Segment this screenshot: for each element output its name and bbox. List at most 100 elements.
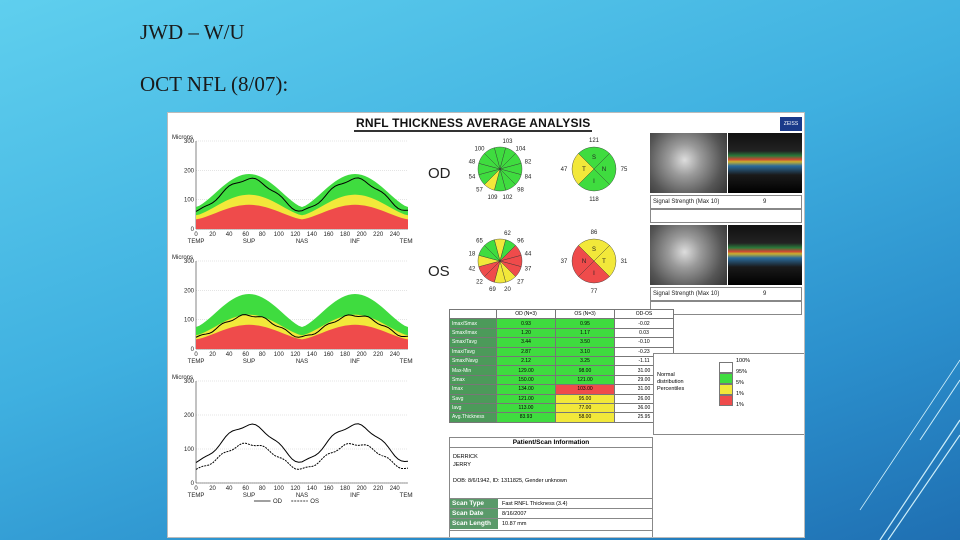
stats-row: Savg 121.00 95.00 26.00 bbox=[449, 393, 674, 404]
quadrant-label: N bbox=[582, 259, 586, 265]
x-region-label: TEMP bbox=[400, 493, 413, 499]
x-tick-label: 0 bbox=[194, 352, 198, 358]
legend-percent: 1% bbox=[736, 391, 744, 397]
quadrant-sector bbox=[593, 153, 617, 185]
quadrant-label: I bbox=[593, 179, 595, 185]
stats-cell: -0.10 bbox=[614, 337, 674, 348]
quadrant-right-value: 31 bbox=[621, 259, 628, 265]
x-tick-label: 180 bbox=[340, 232, 351, 238]
eye-label-od: OD bbox=[428, 165, 451, 182]
x-tick-label: 240 bbox=[390, 352, 401, 358]
y-axis-label: Microns bbox=[172, 135, 193, 141]
info-header: Patient/Scan Information bbox=[450, 438, 652, 448]
clock-value: 98 bbox=[517, 188, 524, 194]
stats-cell: Smax bbox=[449, 374, 497, 386]
y-axis-label: Microns bbox=[172, 375, 193, 381]
quadrant-right-value: 75 bbox=[621, 167, 628, 173]
quadrant-bottom-value: 77 bbox=[591, 289, 598, 295]
stats-header-cell: OS (N=3) bbox=[555, 308, 615, 320]
x-tick-label: 60 bbox=[242, 232, 249, 238]
stats-cell: Smax/Imax bbox=[449, 327, 497, 339]
stats-cell: 103.00 bbox=[555, 384, 615, 395]
patient-name-1: DERRICK bbox=[453, 454, 478, 460]
quadrant-sector bbox=[578, 260, 610, 284]
info-key: Scan Length bbox=[450, 519, 498, 529]
stats-row: Imax/Smax 0.93 0.95 -0.02 bbox=[449, 318, 674, 329]
x-tick-label: 200 bbox=[357, 486, 368, 492]
clock-value: 84 bbox=[525, 175, 532, 181]
report-title: RNFL THICKNESS AVERAGE ANALYSIS bbox=[354, 116, 593, 132]
stats-table: OD (N=3) OS (N=3) OD-OS Imax/Smax 0.93 0.95-… bbox=[449, 308, 674, 423]
stats-cell: 3.10 bbox=[555, 346, 615, 357]
clock-value: 27 bbox=[517, 280, 524, 286]
stats-cell: Imax bbox=[449, 384, 497, 395]
x-tick-label: 180 bbox=[340, 352, 351, 358]
clock-value: 22 bbox=[476, 280, 483, 286]
x-region-label: SUP bbox=[243, 239, 255, 245]
y-tick-label: 300 bbox=[184, 379, 195, 385]
stats-cell: 95.00 bbox=[555, 393, 615, 404]
stats-cell: 0.95 bbox=[555, 318, 615, 329]
quadrant-sector bbox=[578, 146, 610, 170]
stats-row: Smax/Navg 2.12 3.25 -1.11 bbox=[449, 355, 674, 367]
slide-title-1: JWD – W/U bbox=[140, 20, 245, 44]
info-value: 8/16/2007 bbox=[502, 511, 527, 517]
x-tick-label: 20 bbox=[209, 486, 216, 492]
quadrant-sector bbox=[593, 245, 617, 277]
quadrant-label: T bbox=[602, 259, 606, 265]
y-tick-label: 300 bbox=[184, 139, 195, 145]
quadrant-sector bbox=[571, 153, 595, 185]
x-tick-label: 40 bbox=[226, 232, 233, 238]
y-tick-label: 300 bbox=[184, 259, 195, 265]
stats-cell: 2.87 bbox=[496, 346, 556, 357]
info-key: Scan Type bbox=[450, 499, 498, 509]
x-tick-label: 0 bbox=[194, 232, 198, 238]
legend-text-line: Percentiles bbox=[657, 386, 685, 392]
y-tick-label: 0 bbox=[191, 227, 195, 233]
patient-name-2: JERRY bbox=[453, 462, 471, 468]
os-bscan-image bbox=[728, 225, 802, 285]
os-quadrants: SN T I 86 37 31 77 bbox=[561, 230, 628, 295]
y-tick-label: 100 bbox=[184, 198, 195, 204]
x-region-label: TEMP bbox=[188, 239, 205, 245]
clock-value: 96 bbox=[517, 238, 524, 244]
x-region-label: INF bbox=[350, 239, 360, 245]
quadrant-label: I bbox=[593, 271, 595, 277]
patient-scan-info: Patient/Scan Information DERRICK JERRY D… bbox=[449, 437, 653, 537]
stats-row: Iavg 113.00 77.00 36.00 bbox=[449, 402, 674, 414]
x-tick-label: 160 bbox=[323, 486, 334, 492]
zeiss-logo: ZEISS bbox=[780, 117, 802, 131]
stats-cell: -0.02 bbox=[614, 318, 674, 329]
stats-cell: Imax/Tavg bbox=[449, 346, 497, 357]
info-footer-row bbox=[450, 530, 652, 537]
legend-percent: 1% bbox=[736, 402, 744, 408]
stats-header-cell: OD-OS bbox=[614, 308, 674, 320]
stats-cell: 83.93 bbox=[496, 412, 556, 423]
x-tick-label: 120 bbox=[290, 352, 301, 358]
stats-header-cell: OD (N=3) bbox=[496, 308, 556, 320]
stats-cell: 2.12 bbox=[496, 355, 556, 367]
x-tick-label: 80 bbox=[259, 486, 266, 492]
legend-swatch bbox=[719, 373, 733, 384]
x-tick-label: 140 bbox=[307, 232, 318, 238]
clock-value: 102 bbox=[502, 195, 513, 201]
y-tick-label: 0 bbox=[191, 481, 195, 487]
patient-details: DOB: 8/6/1942, ID: 1311825, Gender unkno… bbox=[453, 478, 567, 484]
y-tick-label: 200 bbox=[184, 413, 195, 419]
stats-cell: 3.25 bbox=[555, 355, 615, 367]
quadrant-bottom-value: 118 bbox=[589, 197, 599, 203]
info-row: Scan Type Fast RNFL Thickness (3.4) bbox=[450, 498, 652, 509]
x-tick-label: 240 bbox=[390, 232, 401, 238]
od-quadrants: ST N I 121 47 75 118 bbox=[561, 138, 628, 203]
legend-od-label: OD bbox=[273, 499, 283, 505]
info-row: Scan Length 10.87 mm bbox=[450, 518, 652, 529]
stats-row: Smax 150.00 121.00 29.00 bbox=[449, 374, 674, 386]
quadrant-left-value: 37 bbox=[561, 259, 568, 265]
clock-value: 69 bbox=[489, 287, 496, 293]
stats-cell: 121.00 bbox=[555, 374, 615, 386]
info-value: Fast RNFL Thickness (3.4) bbox=[502, 501, 568, 507]
stats-cell: 77.00 bbox=[555, 402, 615, 414]
clock-value: 54 bbox=[469, 175, 476, 181]
stats-row: Imax/Tavg 2.87 3.10 -0.23 bbox=[449, 346, 674, 357]
x-region-label: SUP bbox=[243, 493, 255, 499]
